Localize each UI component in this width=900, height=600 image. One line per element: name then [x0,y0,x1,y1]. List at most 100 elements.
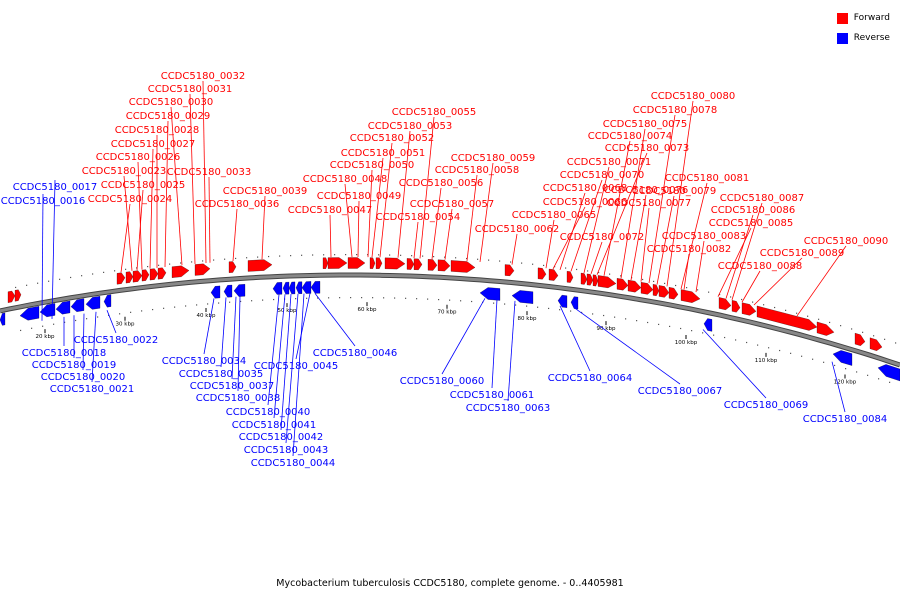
forward-gene-label: CCDC5180_0025 [101,180,185,271]
forward-gene-arrow [157,267,167,280]
forward-gene-name: CCDC5180_0083 [662,231,747,242]
reverse-gene-label: CCDC5180_0019 [32,315,117,371]
ruler-dot [416,298,418,300]
forward-gene-arrow [504,264,515,277]
reverse-gene-arrow [832,350,853,366]
forward-gene-name: CCDC5180_0028 [115,125,200,136]
reverse-gene-name: CCDC5180_0019 [32,360,117,371]
ruler-dot [361,297,363,299]
ruler-dot [834,364,836,367]
forward-gene-label: CCDC5180_0028 [115,125,200,268]
forward-leader-line [431,187,442,260]
ruler-dot [70,276,72,279]
ruler-dot [97,316,99,318]
forward-gene-arrow [171,265,190,278]
forward-gene-label: CCDC5180_0083 [662,231,747,293]
reverse-gene-label: CCDC5180_0016 [1,193,85,321]
forward-gene-arrow [741,302,757,316]
forward-gene-label: CCDC5180_0075 [603,119,687,279]
ruler-dot [323,254,325,256]
ruler-dot [889,381,891,383]
forward-gene-label: CCDC5180_0090 [796,236,888,317]
reverse-leader-line [106,310,117,334]
forward-gene-label: CCDC5180_0049 [317,191,402,258]
forward-gene-name: CCDC5180_0059 [451,153,536,164]
ruler-dot [427,298,429,300]
reverse-gene-arrow [19,306,40,321]
ruler-dot [438,298,440,301]
ruler-dot [521,262,523,264]
forward-gene-name: CCDC5180_0026 [96,152,181,163]
forward-leader-line [344,183,353,258]
ruler-dot [240,300,242,303]
ruler-dot [119,313,121,315]
forward-gene-arrow [384,257,406,270]
forward-gene-name: CCDC5180_0078 [633,105,718,116]
forward-gene-arrow [141,269,150,282]
forward-gene-label: CCDC5180_0051 [341,148,426,258]
reverse-gene-name: CCDC5180_0018 [22,348,107,359]
ruler-dot [807,315,809,317]
reverse-gene-label: CCDC5180_0034 [162,298,246,367]
ruler-dot [444,256,446,258]
forward-leader-line [683,253,690,290]
forward-gene-arrow [640,282,654,295]
reverse-gene-name: CCDC5180_0046 [313,348,398,359]
ruler-dot [422,255,424,257]
ruler-dot [801,355,803,357]
ruler-dot [862,331,864,333]
ruler-dot [526,305,528,307]
forward-gene-name: CCDC5180_0070 [560,170,645,181]
ruler-dot [532,263,534,265]
forward-gene-name: CCDC5180_0062 [475,224,560,235]
forward-gene-arrow [132,270,143,283]
forward-leader-line [466,174,478,262]
ruler-dot [823,361,825,363]
reverse-gene-arrow [479,287,501,301]
ruler-dot [268,255,270,258]
ruler-dot [455,257,457,259]
reverse-gene-name: CCDC5180_0044 [251,458,336,469]
ruler-dot [515,304,517,306]
forward-leader-line [136,189,144,271]
reverse-gene-arrow [55,300,71,315]
forward-gene-name: CCDC5180_0068 [543,183,628,194]
forward-gene-name: CCDC5180_0052 [350,133,435,144]
forward-leader-line [603,140,631,276]
forward-gene-label: CCDC5180_0030 [129,97,213,266]
forward-gene-name: CCDC5180_0033 [167,167,252,178]
reverse-gene-label: CCDC5180_0022 [74,310,158,346]
ruler-dot [367,254,369,256]
forward-gene-label: CCDC5180_0039 [223,186,307,260]
ruler-dot [735,339,737,341]
reverse-leader-line [51,179,56,319]
forward-gene-label: CCDC5180_0070 [560,170,645,272]
ruler-dot [235,257,237,260]
ruler-dot [345,254,347,256]
forward-gene-name: CCDC5180_0051 [341,148,426,159]
ruler-dot [207,303,209,305]
forward-leader-line [741,270,761,303]
ruler-dot [829,321,831,324]
forward-gene-label: CCDC5180_0048 [303,174,387,258]
forward-gene-label: CCDC5180_0065 [512,210,597,269]
forward-gene-arrow [194,263,211,276]
forward-gene-name: CCDC5180_0049 [317,191,402,202]
ruler-dot [620,275,622,277]
forward-gene-arrow [537,267,547,280]
reverse-leader-line [314,293,356,347]
forward-gene-label: CCDC5180_0058 [435,165,519,262]
ruler-dot [328,297,330,299]
forward-gene-name: CCDC5180_0081 [665,173,750,184]
ruler-dot [383,297,385,299]
ruler-dot [818,318,820,320]
forward-gene-arrow [7,290,16,303]
forward-gene-name: CCDC5180_0065 [512,210,597,221]
ruler-dot [400,254,402,256]
forward-leader-line [170,106,183,266]
ruler-dot [537,306,539,308]
forward-gene-name: CCDC5180_0074 [588,131,673,142]
forward-swatch-icon [836,12,848,24]
ruler-dot [312,254,314,256]
forward-gene-name: CCDC5180_0085 [709,218,794,229]
